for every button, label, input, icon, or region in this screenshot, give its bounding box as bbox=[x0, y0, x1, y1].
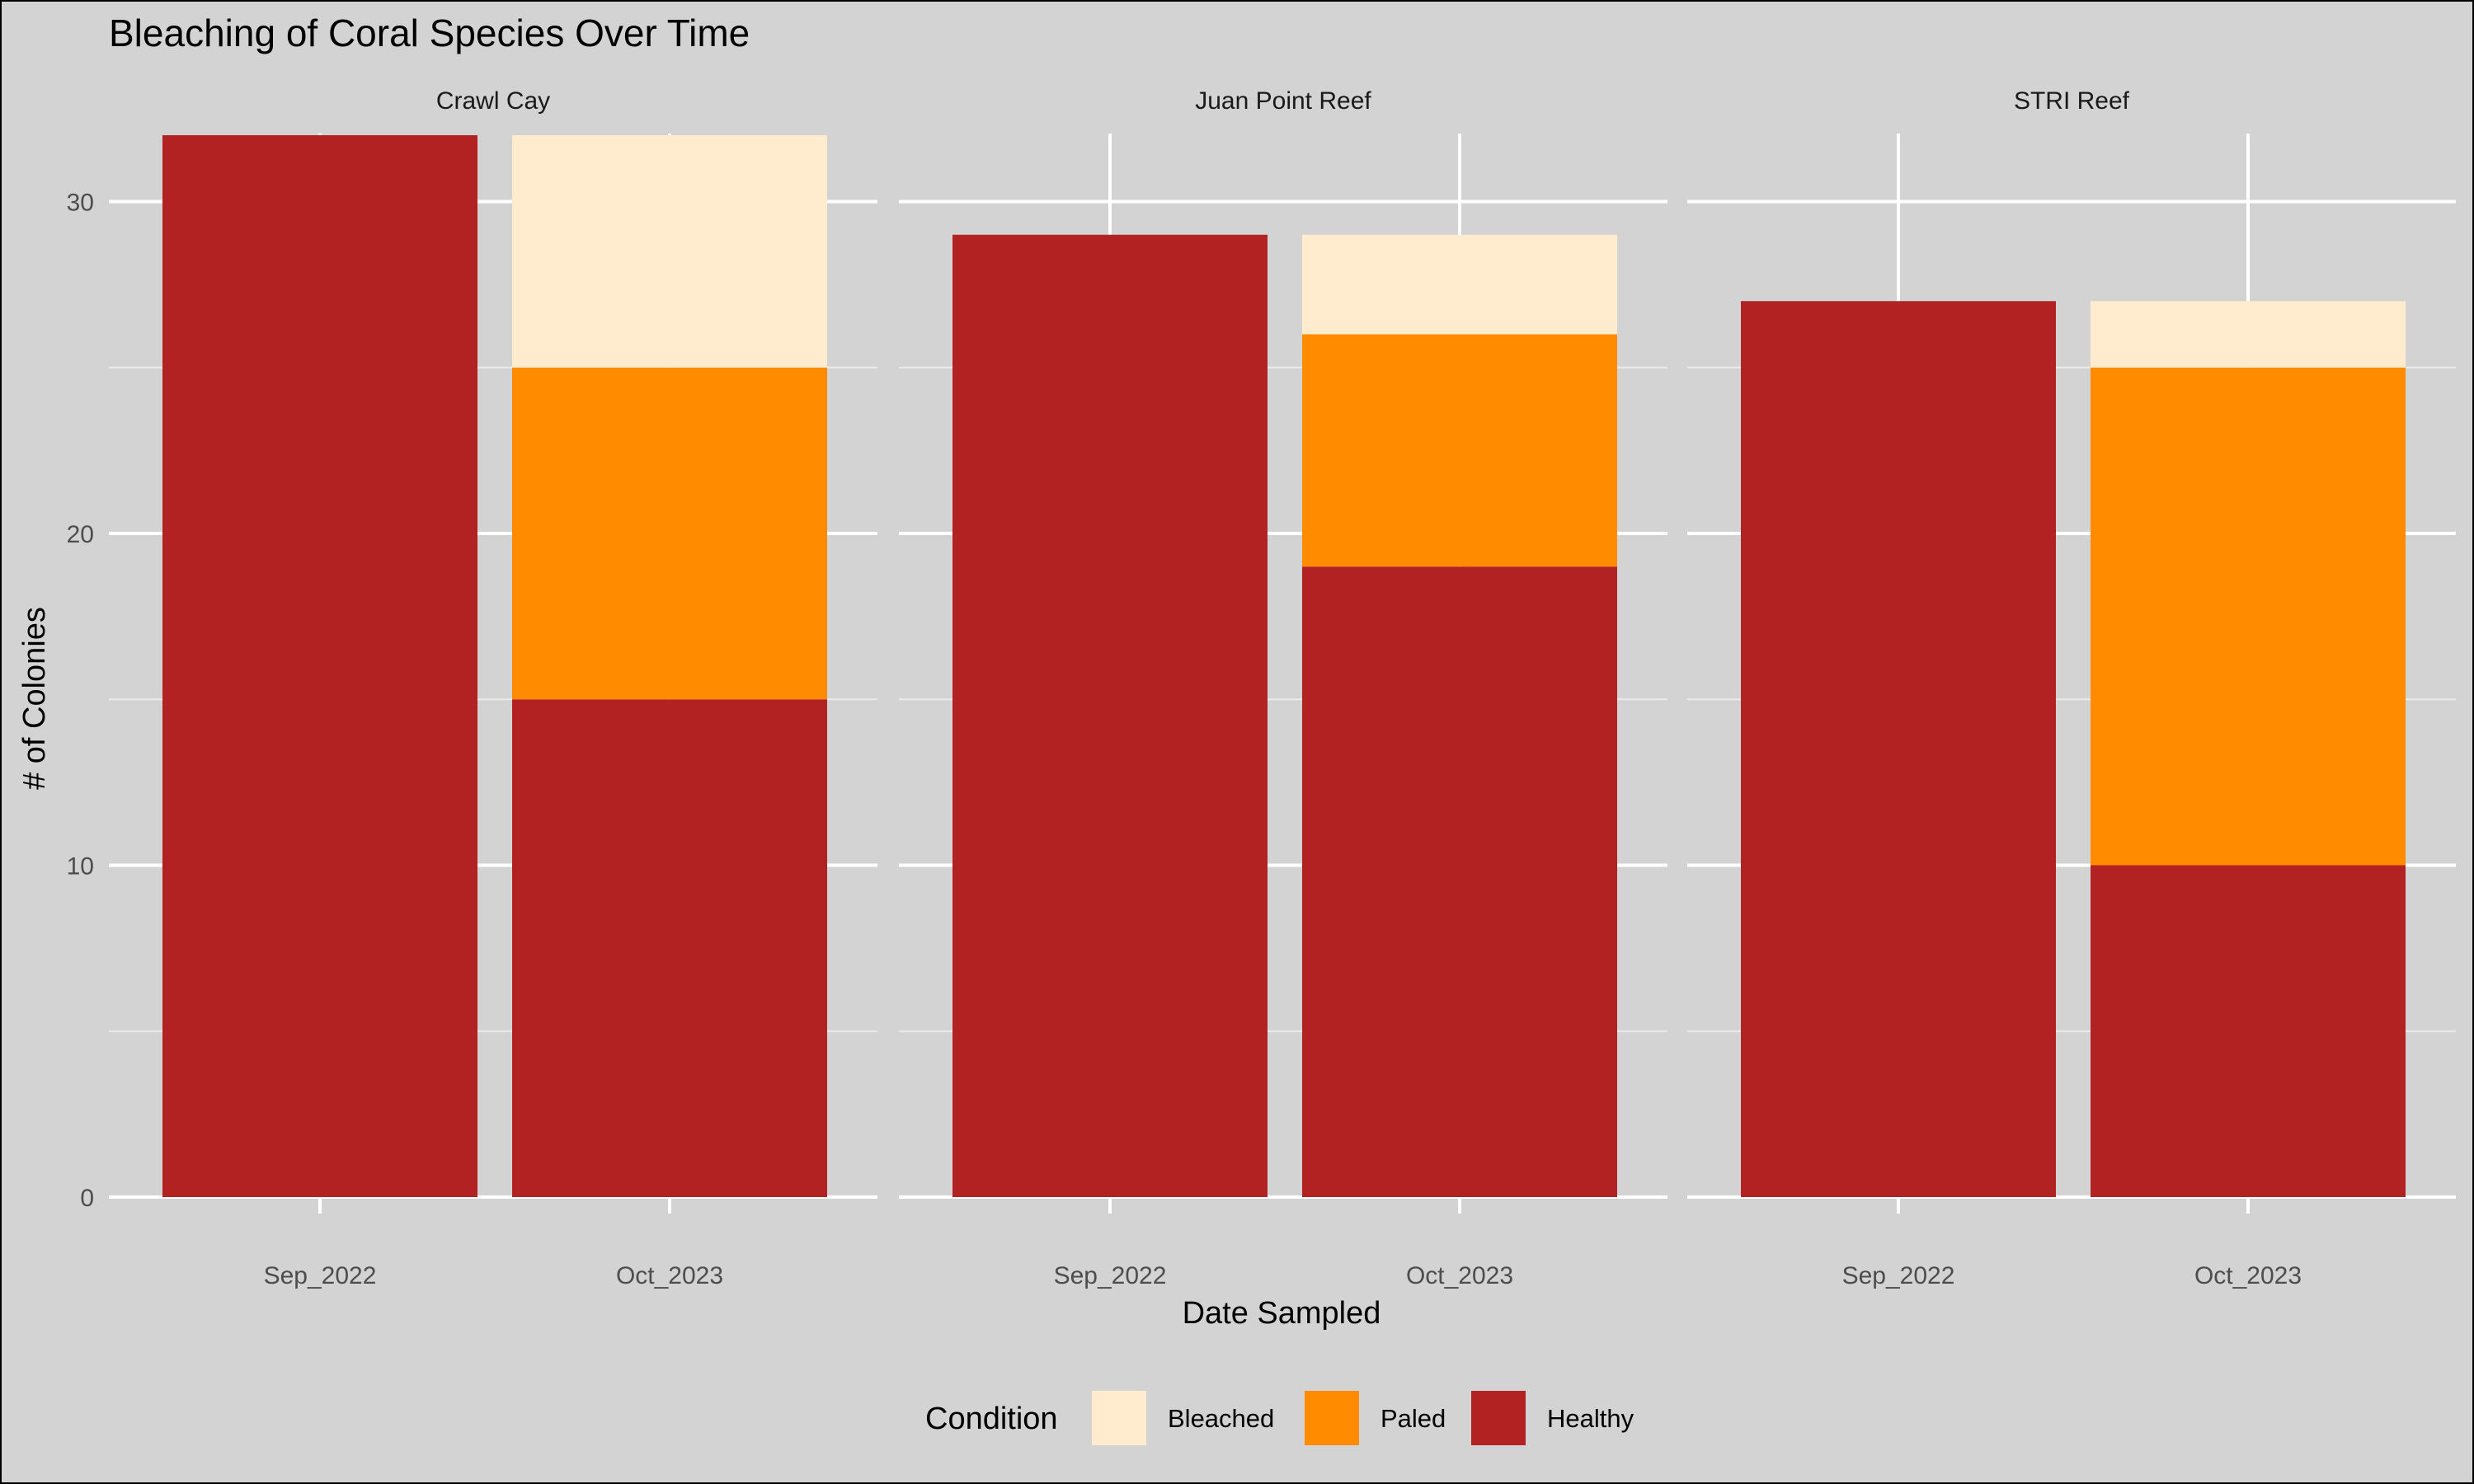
legend-title: Condition bbox=[925, 1402, 1058, 1436]
bar-crawl-cay-oct-2023-healthy bbox=[512, 699, 827, 1197]
bar-crawl-cay-oct-2023-bleached bbox=[512, 135, 827, 368]
x-tick-label-crawl-cay-sep-2022: Sep_2022 bbox=[264, 1262, 377, 1289]
x-tick-label-juan-point-reef-oct-2023: Oct_2023 bbox=[1406, 1262, 1513, 1289]
y-tick-label-20: 20 bbox=[67, 521, 94, 548]
y-axis-ticks: 0 10 20 30 bbox=[67, 190, 94, 1213]
legend-swatch-paled bbox=[1305, 1391, 1359, 1445]
y-axis-label: # of Colonies bbox=[17, 607, 52, 790]
bar-crawl-cay-oct-2023-paled bbox=[512, 367, 827, 700]
legend: Condition Bleached Paled Healthy bbox=[925, 1391, 1634, 1445]
legend-swatch-healthy bbox=[1471, 1391, 1526, 1445]
x-axis-label: Date Sampled bbox=[1183, 1296, 1381, 1331]
y-tick-label-10: 10 bbox=[67, 853, 94, 881]
facet-label-crawl-cay: Crawl Cay bbox=[436, 87, 550, 115]
bar-juan-point-reef-oct-2023-bleached bbox=[1302, 234, 1617, 335]
chart-title: Bleaching of Coral Species Over Time bbox=[109, 12, 750, 54]
bar-crawl-cay-sep-2022-healthy bbox=[162, 135, 477, 1197]
facet-panel-crawl-cay: Crawl Cay Sep_2022 Oct_2023 bbox=[109, 87, 877, 1289]
bar-stri-reef-sep-2022-healthy bbox=[1741, 301, 2056, 1197]
x-tick-label-stri-reef-sep-2022: Sep_2022 bbox=[1842, 1262, 1955, 1289]
bar-juan-point-reef-oct-2023-paled bbox=[1302, 334, 1617, 567]
bar-juan-point-reef-sep-2022-healthy bbox=[952, 234, 1268, 1197]
facet-panel-stri-reef: STRI Reef Sep_2022 Oct_2023 bbox=[1687, 87, 2456, 1289]
bar-stri-reef-oct-2023-paled bbox=[2091, 367, 2406, 866]
y-tick-label-30: 30 bbox=[67, 190, 94, 217]
x-tick-label-stri-reef-oct-2023: Oct_2023 bbox=[2194, 1262, 2302, 1289]
legend-label-bleached: Bleached bbox=[1168, 1404, 1274, 1433]
legend-swatch-bleached bbox=[1092, 1391, 1146, 1445]
legend-label-healthy: Healthy bbox=[1547, 1404, 1634, 1433]
facet-panel-juan-point-reef: Juan Point Reef Sep_2022 Oct_2023 bbox=[899, 87, 1667, 1289]
bar-juan-point-reef-oct-2023-healthy bbox=[1302, 566, 1617, 1197]
bar-stri-reef-oct-2023-bleached bbox=[2091, 301, 2406, 368]
facet-label-juan-point-reef: Juan Point Reef bbox=[1195, 87, 1371, 115]
x-tick-label-crawl-cay-oct-2023: Oct_2023 bbox=[616, 1262, 723, 1289]
x-tick-label-juan-point-reef-sep-2022: Sep_2022 bbox=[1054, 1262, 1167, 1289]
bar-stri-reef-oct-2023-healthy bbox=[2091, 865, 2406, 1197]
legend-label-paled: Paled bbox=[1380, 1404, 1446, 1433]
y-tick-label-0: 0 bbox=[80, 1185, 94, 1212]
facet-label-stri-reef: STRI Reef bbox=[2014, 87, 2130, 115]
